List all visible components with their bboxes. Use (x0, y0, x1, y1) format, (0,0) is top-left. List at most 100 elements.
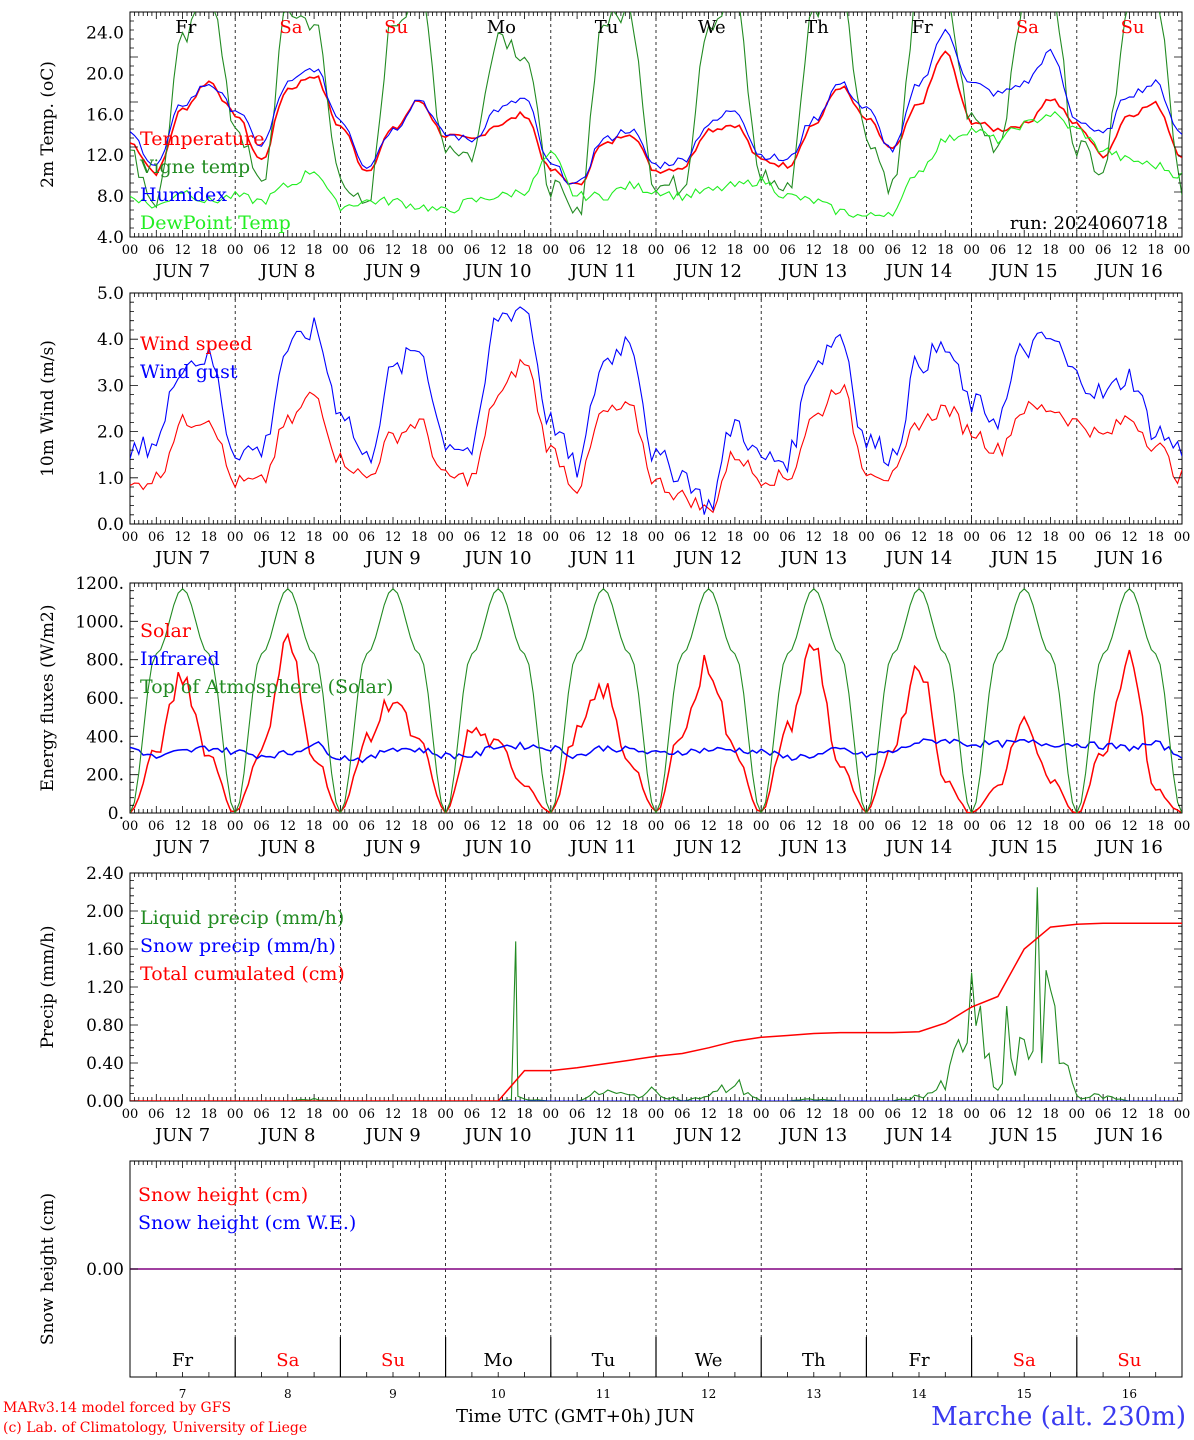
x-tick-label: 00 (122, 530, 139, 545)
x-tick-label: 00 (227, 243, 244, 258)
legend-wind-gust: Wind gust (140, 361, 238, 383)
x-tick-label: 06 (358, 819, 375, 834)
panel-1-y-ticks (130, 11, 1182, 238)
x-tick-label: 06 (1095, 530, 1112, 545)
panel-3-y-ticks (130, 582, 1182, 814)
x-axis-label: Time UTC (GMT+0h) JUN (456, 1406, 695, 1427)
day-name-top: Fr (175, 17, 196, 38)
day-name-top: We (698, 17, 726, 38)
x-tick-label: 12 (911, 530, 928, 545)
x-tick-label: 00 (122, 819, 139, 834)
x-tick-label: 00 (858, 819, 875, 834)
x-tick-label: 18 (621, 1107, 638, 1122)
y-tick-label: 20.0 (86, 64, 124, 84)
series-dewpoint-temp (130, 111, 1182, 218)
x-tick-label: 00 (1069, 1107, 1086, 1122)
date-label: JUN 12 (673, 548, 742, 569)
x-tick-label: 12 (385, 819, 402, 834)
x-tick-label: 00 (753, 243, 770, 258)
x-tick-label: 06 (1095, 819, 1112, 834)
x-tick-label: 12 (280, 1107, 297, 1122)
x-tick-label: 18 (411, 243, 428, 258)
x-tick-label: 12 (806, 530, 823, 545)
date-label: JUN 10 (463, 548, 532, 569)
y-axis-label: Energy fluxes (W/m2) (38, 605, 58, 792)
x-tick-label: 12 (595, 243, 612, 258)
y-tick-label: 0.00 (86, 1092, 124, 1112)
x-tick-label: 12 (806, 243, 823, 258)
x-tick-label: 12 (1121, 1107, 1138, 1122)
date-label: JUN 13 (778, 548, 847, 569)
x-tick-label: 12 (490, 1107, 507, 1122)
date-label: JUN 16 (1094, 261, 1163, 282)
y-tick-label: 16.0 (86, 105, 124, 125)
x-tick-label: 06 (779, 819, 796, 834)
x-tick-label: 06 (464, 1107, 481, 1122)
date-label: JUN 12 (673, 261, 742, 282)
day-name-top: Sa (1016, 17, 1039, 38)
x-tick-label: 12 (1016, 819, 1033, 834)
x-tick-label: 18 (1042, 530, 1059, 545)
date-label: JUN 16 (1094, 837, 1163, 858)
date-label: JUN 8 (258, 837, 315, 858)
x-tick-label: 00 (437, 530, 454, 545)
legend-snow-precip-mm-h-: Snow precip (mm/h) (140, 935, 336, 957)
x-tick-label: 12 (911, 1107, 928, 1122)
y-axis-label: 2m Temp. (oC) (38, 61, 58, 188)
day-name-bottom: We (695, 1350, 723, 1371)
day-name-top: Fr (912, 17, 933, 38)
x-tick-label: 18 (937, 1107, 954, 1122)
day-number-label: 16 (1122, 1387, 1137, 1401)
x-tick-label: 06 (253, 1107, 270, 1122)
x-tick-label: 06 (779, 1107, 796, 1122)
y-tick-label: 4.0 (97, 330, 124, 350)
legend-total-cumulated-cm-: Total cumulated (cm) (140, 963, 345, 985)
x-tick-label: 00 (437, 1107, 454, 1122)
x-tick-label: 06 (569, 1107, 586, 1122)
x-tick-label: 12 (700, 819, 717, 834)
x-tick-label: 12 (700, 243, 717, 258)
y-tick-label: 2.40 (86, 864, 124, 884)
day-name-bottom: Sa (1013, 1350, 1036, 1371)
x-tick-label: 00 (543, 530, 560, 545)
x-tick-label: 18 (1147, 819, 1164, 834)
x-tick-label: 12 (595, 819, 612, 834)
x-tick-label: 06 (253, 819, 270, 834)
series-wind-gust (130, 306, 1182, 515)
x-tick-label: 12 (280, 530, 297, 545)
date-label: JUN 13 (778, 261, 847, 282)
x-tick-label: 06 (148, 530, 165, 545)
y-axis-label: 10m Wind (m/s) (38, 340, 58, 477)
date-label: JUN 11 (568, 1125, 637, 1146)
y-tick-label: 1.0 (97, 469, 124, 489)
y-tick-label: 8.0 (97, 187, 124, 207)
x-tick-label: 06 (990, 819, 1007, 834)
y-tick-label: 2.0 (97, 423, 124, 443)
x-tick-label: 06 (990, 243, 1007, 258)
x-tick-label: 00 (332, 819, 349, 834)
y-tick-label: 1200. (75, 574, 124, 594)
day-name-top: Su (384, 17, 408, 38)
legend-infrared: Infrared (140, 648, 220, 670)
x-tick-label: 06 (884, 243, 901, 258)
x-tick-label: 06 (1095, 1107, 1112, 1122)
date-label: JUN 7 (153, 837, 210, 858)
y-tick-label: 400. (86, 727, 124, 747)
x-tick-label: 06 (884, 530, 901, 545)
x-tick-label: 06 (779, 243, 796, 258)
model-credit: MARv3.14 model forced by GFS (3, 1400, 232, 1416)
x-tick-label: 00 (1174, 530, 1191, 545)
y-tick-label: 12.0 (86, 146, 124, 166)
x-tick-label: 00 (858, 530, 875, 545)
x-tick-label: 06 (990, 530, 1007, 545)
x-tick-label: 00 (1174, 1107, 1191, 1122)
date-label: JUN 9 (363, 548, 420, 569)
x-tick-label: 00 (543, 819, 560, 834)
x-tick-label: 18 (937, 530, 954, 545)
x-tick-label: 06 (148, 819, 165, 834)
x-tick-label: 00 (1174, 243, 1191, 258)
x-tick-label: 00 (437, 243, 454, 258)
panel-4-y-ticks (130, 872, 1182, 1102)
x-tick-label: 00 (227, 1107, 244, 1122)
